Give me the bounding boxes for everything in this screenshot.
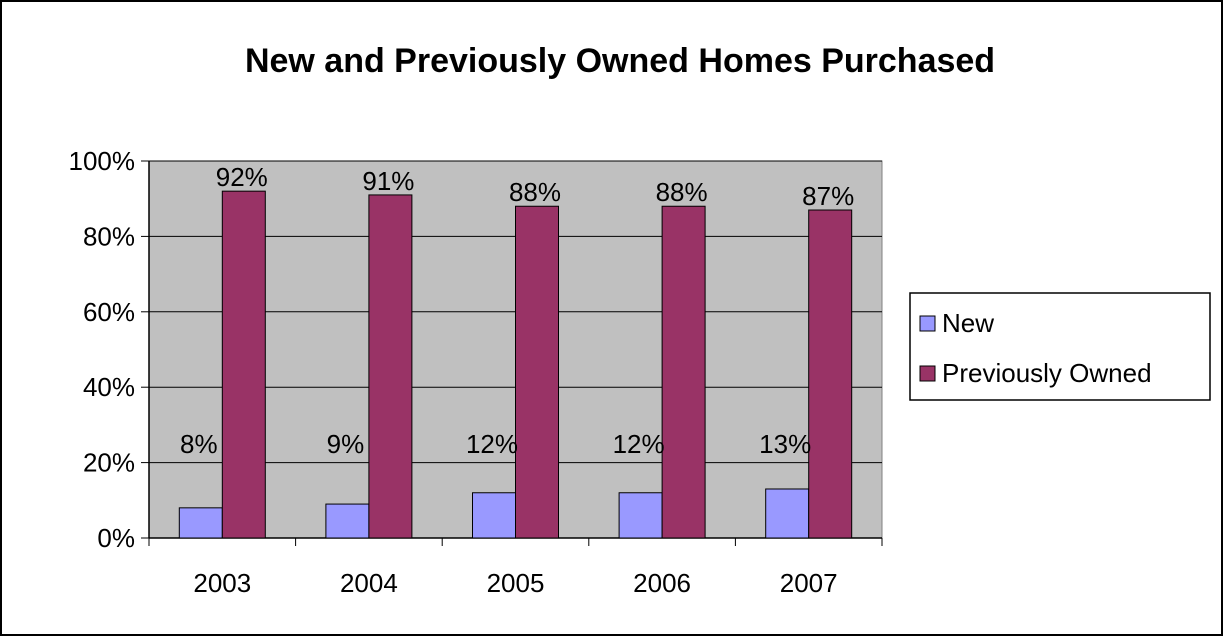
bars (178, 190, 853, 539)
bar (472, 492, 516, 539)
legend-box (909, 292, 1211, 401)
bar (661, 205, 706, 539)
y-axis: 0% 20% 40% 60% 80% 100% (69, 146, 150, 553)
x-tick-label: 2006 (633, 568, 691, 598)
data-label: 13% (759, 429, 811, 459)
bar (618, 492, 663, 539)
y-tick-label: 100% (69, 146, 136, 176)
x-tick-label: 2004 (340, 568, 398, 598)
data-label: 87% (802, 181, 854, 211)
data-labels: 8% 9% 12% 12% 13% 92% 91% 88% 88% 87% (180, 162, 854, 459)
bar (221, 190, 266, 539)
x-tick-label: 2005 (487, 568, 545, 598)
data-label: 12% (466, 429, 518, 459)
data-label: 9% (327, 429, 365, 459)
x-tick-label: 2003 (193, 568, 251, 598)
y-tick-label: 0% (97, 523, 135, 553)
chart-title: New and Previously Owned Homes Purchased (245, 42, 995, 80)
data-label: 92% (216, 162, 268, 192)
bar (515, 205, 559, 539)
data-label: 8% (180, 429, 218, 459)
bar (325, 503, 370, 539)
x-axis: 2003 2004 2005 2006 2007 (148, 537, 883, 598)
legend-swatch (919, 365, 936, 382)
data-label: 12% (613, 429, 665, 459)
y-tick-label: 80% (83, 221, 135, 251)
bar (808, 209, 853, 539)
legend-swatch (919, 315, 936, 332)
y-tick-label: 40% (83, 372, 135, 402)
data-label: 88% (509, 177, 561, 207)
y-tick-label: 20% (83, 448, 135, 478)
y-tick-label: 60% (83, 297, 135, 327)
legend: New Previously Owned (909, 292, 1211, 401)
bar (178, 507, 223, 539)
x-tick-label: 2007 (780, 568, 838, 598)
data-label: 88% (656, 177, 708, 207)
data-label: 91% (362, 166, 414, 196)
legend-label: New (942, 308, 994, 338)
bar (368, 194, 413, 539)
bar (765, 488, 810, 539)
legend-label: Previously Owned (942, 358, 1152, 388)
